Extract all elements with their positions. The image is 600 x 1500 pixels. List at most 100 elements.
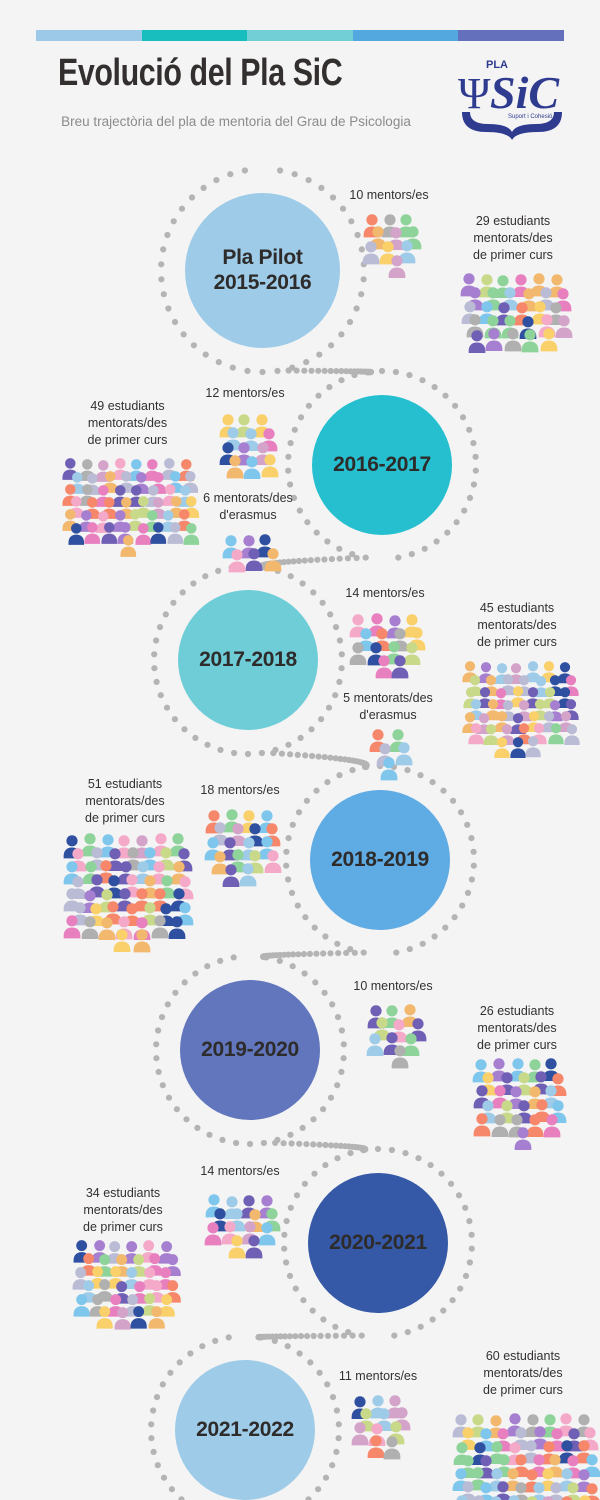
stat-label: 29 estudiants mentorats/des de primer cu… — [473, 214, 553, 262]
pla-sic-logo: PLA Ψ SiC Suport i Cohesió — [452, 52, 574, 140]
person-icon — [96, 916, 118, 941]
year-line-2: 2016-2017 — [333, 452, 431, 476]
person-icon — [393, 741, 415, 766]
year-circle-2019-2020[interactable]: 2019-2020 — [180, 980, 320, 1120]
person-icon — [243, 547, 265, 572]
person-icon — [165, 521, 186, 544]
person-icon — [562, 723, 582, 745]
people-cluster — [356, 728, 421, 781]
stat-group-2021-2022-estudiants: 60 estudiants mentorats/des de primer cu… — [448, 1348, 600, 1500]
logo-pla-text: PLA — [486, 59, 508, 71]
stat-group-2019-2020-mentors: 10 mentors/es — [338, 978, 448, 1074]
stat-label: 5 mentorats/des d'erasmus — [343, 691, 433, 722]
year-circle-label: 2018-2019 — [331, 848, 429, 873]
person-icon — [519, 328, 541, 353]
people-cluster — [346, 1389, 411, 1464]
person-icon — [66, 522, 87, 545]
year-circle-2018-2019[interactable]: 2018-2019 — [310, 790, 450, 930]
person-icon — [241, 455, 263, 480]
stat-label: 34 estudiants mentorats/des de primer cu… — [83, 1186, 163, 1234]
person-icon — [79, 915, 101, 940]
person-icon — [574, 1494, 596, 1500]
people-cluster — [198, 1184, 283, 1269]
color-bar-segment-4 — [352, 30, 459, 41]
person-icon — [537, 1495, 559, 1500]
stat-group-2017-2018-estudiants: 45 estudiants mentorats/des de primer cu… — [452, 600, 582, 765]
person-icon — [521, 1495, 543, 1500]
year-line-2: 2018-2019 — [331, 847, 429, 871]
person-icon — [481, 723, 501, 746]
year-circle-label: 2020-2021 — [329, 1231, 427, 1256]
logo-psi-glyph: Ψ — [458, 69, 491, 118]
stat-group-2021-2022-mentors: 11 mentors/es — [323, 1368, 433, 1464]
person-icon — [256, 1221, 278, 1246]
stat-label: 6 mentorats/des d'erasmus — [203, 491, 293, 522]
person-icon — [524, 1113, 546, 1138]
stat-label: 60 estudiants mentorats/des de primer cu… — [483, 1349, 563, 1397]
stat-group-2020-2021-mentors: 14 mentors/es — [185, 1163, 295, 1269]
stat-label: 10 mentors/es — [353, 979, 433, 993]
person-icon — [128, 1305, 149, 1329]
person-icon — [149, 914, 171, 939]
people-cluster — [448, 1403, 600, 1500]
person-icon — [381, 1435, 403, 1460]
year-circle-2017-2018[interactable]: 2017-2018 — [178, 590, 318, 730]
person-icon — [389, 1044, 411, 1069]
year-circle-2021-2022[interactable]: 2021-2022 — [175, 1360, 315, 1500]
person-icon — [541, 1113, 563, 1138]
stat-group-2016-2017-erasmus: 6 mentorats/des d'erasmus — [188, 490, 308, 578]
year-line-2: 2015-2016 — [213, 270, 312, 294]
person-icon — [133, 522, 154, 546]
stat-group-2019-2020-estudiants: 26 estudiants mentorats/des de primer cu… — [452, 1003, 582, 1151]
stat-label: 12 mentors/es — [205, 386, 285, 400]
people-cluster — [213, 528, 283, 578]
people-cluster — [359, 208, 422, 283]
logo-sic-text: SiC — [490, 67, 560, 118]
stat-group-2016-2017-estudiants: 49 estudiants mentorats/des de primer cu… — [60, 398, 200, 563]
year-line-1: Pla Pilot — [222, 245, 303, 269]
stat-label: 14 mentors/es — [345, 586, 425, 600]
person-icon — [401, 641, 423, 666]
stat-group-2018-2019-mentors: 18 mentors/es — [185, 782, 295, 893]
person-icon — [224, 454, 246, 479]
year-circle-2020-2021[interactable]: 2020-2021 — [308, 1173, 448, 1313]
color-bar-segment-2 — [141, 30, 248, 41]
year-circle-2016-2017[interactable]: 2016-2017 — [312, 395, 452, 535]
people-cluster — [198, 803, 283, 893]
person-icon — [489, 1113, 511, 1138]
person-icon — [364, 1032, 386, 1057]
person-icon — [378, 756, 400, 781]
stat-label: 10 mentors/es — [349, 188, 429, 202]
person-icon — [99, 521, 120, 544]
person-icon — [146, 1305, 167, 1329]
year-line-2: 2021-2022 — [196, 1417, 294, 1441]
people-cluster — [363, 999, 427, 1074]
person-icon — [259, 453, 281, 478]
person-icon — [243, 1234, 265, 1259]
people-cluster — [343, 606, 428, 686]
people-cluster — [460, 655, 580, 765]
person-icon — [389, 654, 411, 679]
people-cluster — [60, 453, 200, 563]
person-icon — [396, 239, 418, 264]
color-bar-segment-3 — [247, 30, 353, 41]
person-icon — [451, 1494, 473, 1500]
stat-group-2017-2018-mentors: 14 mentors/es — [330, 585, 440, 686]
people-cluster — [208, 406, 283, 486]
header-color-bar — [36, 30, 564, 41]
year-circle-pla-pilot-2015-2016[interactable]: Pla Pilot 2015-2016 — [185, 193, 340, 348]
stat-label: 45 estudiants mentorats/des de primer cu… — [477, 601, 557, 649]
person-icon — [523, 735, 543, 758]
page-subtitle: Breu trajectòria del pla de mentoria del… — [61, 114, 411, 129]
person-icon — [181, 522, 202, 545]
stat-label: 26 estudiants mentorats/des de primer cu… — [477, 1004, 557, 1052]
person-icon — [349, 1421, 371, 1446]
people-cluster — [458, 268, 573, 358]
person-icon — [466, 329, 488, 354]
logo-tagline-text: Suport i Cohesió — [508, 114, 553, 120]
color-bar-segment-5 — [458, 30, 564, 41]
color-bar-segment-1 — [36, 30, 142, 41]
person-icon — [118, 534, 139, 557]
person-icon — [553, 314, 575, 339]
